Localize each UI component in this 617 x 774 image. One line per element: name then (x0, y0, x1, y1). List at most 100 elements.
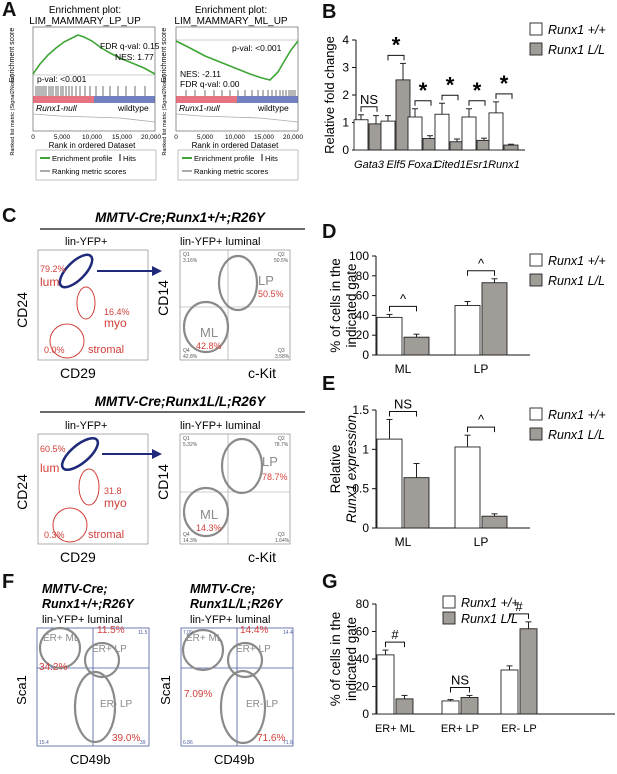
x-category-label: Cited1 (434, 159, 466, 171)
gate-ml (182, 486, 230, 538)
gsea-left-wt-label: wildtype (117, 103, 149, 113)
x-category-label: ER- LP (501, 723, 536, 735)
flow-plot (37, 249, 149, 361)
gsea-right-xtick: 15,000 (254, 134, 274, 141)
flow-c-bottom-ml-pct: 14.3% (196, 523, 222, 533)
gsea-left-pval: p-val: <0.001 (37, 74, 87, 84)
flow-c-bottom-lum: lum (40, 461, 59, 475)
bar-wt (380, 120, 396, 151)
y-axis-label-2: indicated gate (344, 617, 359, 701)
y-tick-label: 100 (349, 249, 369, 263)
gsea-plot-right: Enrichment plot: LIM_MAMMARY_ML_UP p-val… (161, 5, 303, 181)
x-category-label: ML (395, 362, 412, 376)
gate-lp (220, 437, 264, 495)
flow-c-bottom-myo-pct: 31.8 (104, 486, 122, 496)
gate-lum (60, 437, 100, 471)
gsea-left-hits (35, 86, 146, 96)
flow-f-left-pct-erml: 34.2% (39, 662, 67, 673)
y-tick-label: 60 (356, 289, 370, 303)
bar-wt (376, 654, 395, 715)
flow-c-bottom-myo: myo (104, 496, 127, 510)
significance-bracket (385, 641, 405, 648)
gsea-right-legend-profile: Enrichment profile (194, 154, 254, 163)
significance-bracket (509, 613, 529, 619)
bar-ll (519, 628, 538, 715)
flow-c-bottom-lp-pct: 78.7% (262, 472, 288, 482)
flow-f-left-xlabel: CD49b (70, 752, 110, 767)
corner-value: 7.09 (183, 630, 193, 636)
flow-c-bottom-ylabel-right: CD14 (155, 464, 171, 500)
flow-panel-c: MMTV-Cre;Runx1+/+;R26Y lin-YFP+ lin-YFP+… (14, 210, 305, 565)
corner-value: 11.5 (138, 630, 148, 636)
bar-charts: 0 1 2 3 4 Relative fold change NS Gata3 * Elf5 * Fo… (322, 22, 615, 735)
gsea-left-null-label: Runx1-null (36, 103, 78, 113)
significance-mark: NS (394, 396, 412, 411)
bar-wt (500, 669, 519, 715)
bar-ll (481, 515, 508, 529)
flow-c-top-genotype: MMTV-Cre;Runx1+/+;R26Y (95, 210, 267, 225)
legend-label-wt: Runx1 +/+ (461, 596, 519, 610)
flow-plot (179, 249, 291, 361)
significance-bracket (360, 106, 378, 112)
y-axis-label-1: % of cells in the (328, 258, 343, 353)
flow-c-top-lum: lum (40, 275, 59, 289)
corner-value: 39 (140, 740, 146, 746)
panel-letter-d: D (322, 221, 336, 243)
gate-lp (217, 254, 259, 312)
flow-c-bottom-xlabel-left: CD29 (60, 549, 96, 565)
legend-label-ll: Runx1 L/L (548, 274, 605, 288)
panel-letter-f: F (2, 571, 14, 593)
gsea-right-ylabel-bottom: Ranked list metric (Signal2Noise) (162, 74, 168, 155)
y-tick-label: 1.5 (352, 403, 369, 417)
gsea-left-xtick: 15,000 (112, 134, 132, 141)
bar-wt (454, 446, 481, 529)
gsea-right-wt-label: wildtype (257, 103, 289, 113)
legend-swatch-wt (529, 253, 543, 267)
y-tick-label: 4 (342, 33, 349, 47)
gsea-plot-left: Enrichment plot: LIM_MAMMARY_LP_UP FDR q… (9, 5, 161, 181)
legend-label-ll: Runx1 L/L (461, 612, 518, 626)
significance-bracket (389, 410, 417, 417)
gsea-left-xtick: 20,000 (141, 134, 161, 141)
flow-c-bottom-stromal-pct: 0.3% (44, 530, 65, 540)
panel-letter-c: C (2, 205, 16, 227)
quadrant-label: Q1 (183, 436, 190, 442)
gsea-right-legend-hits: Hits (265, 154, 278, 163)
significance-bracket (389, 305, 417, 312)
gate-er-lp (226, 641, 264, 679)
flow-f-right-genotype-2: Runx1L/L;R26Y (190, 597, 284, 611)
gsea-left-xtick: 10,000 (82, 134, 102, 141)
y-tick-label: 20 (356, 328, 370, 342)
legend-swatch-ll (529, 42, 543, 56)
flow-c-top-ml-gate: ML (200, 325, 218, 340)
significance-mark: # (515, 599, 523, 614)
panel-letter-a: A (2, 0, 16, 21)
quadrant-label: Q3 (278, 532, 285, 538)
significance-mark: * (419, 78, 428, 103)
flow-c-bottom-right-title: lin-YFP+ luminal (180, 420, 260, 432)
quadrant-value: 5.32% (183, 442, 198, 448)
flow-f-left-genotype-2: Runx1+/+;R26Y (42, 597, 135, 611)
quadrant-value: 14.3% (183, 538, 198, 544)
gate-erm-lp (73, 670, 117, 744)
flow-f-left-ylabel: Sca1 (14, 675, 29, 705)
legend-label-ll: Runx1 L/L (548, 43, 605, 57)
legend-swatch-ll (529, 427, 543, 441)
gsea-right-nes: NES: -2.11 (180, 69, 221, 79)
y-axis-label-2: indicated gate (344, 263, 359, 347)
legend-label-wt: Runx1 +/+ (548, 254, 606, 268)
flow-f-right-genotype-1: MMTV-Cre; (190, 582, 256, 596)
flow-c-top-myo: myo (104, 316, 127, 330)
gate-er-ml (181, 628, 225, 672)
gate-stromal (52, 507, 88, 543)
y-tick-label: 80 (356, 269, 370, 283)
gate-lum (58, 253, 94, 289)
significance-mark: * (392, 32, 401, 57)
y-tick-label: 0.5 (352, 482, 369, 496)
x-category-label: LP (474, 362, 489, 376)
legend-swatch-ll (442, 611, 456, 625)
legend-swatch-wt (529, 22, 543, 36)
y-tick-label: 20 (356, 680, 370, 694)
quadrant-label: Q3 (278, 348, 285, 354)
